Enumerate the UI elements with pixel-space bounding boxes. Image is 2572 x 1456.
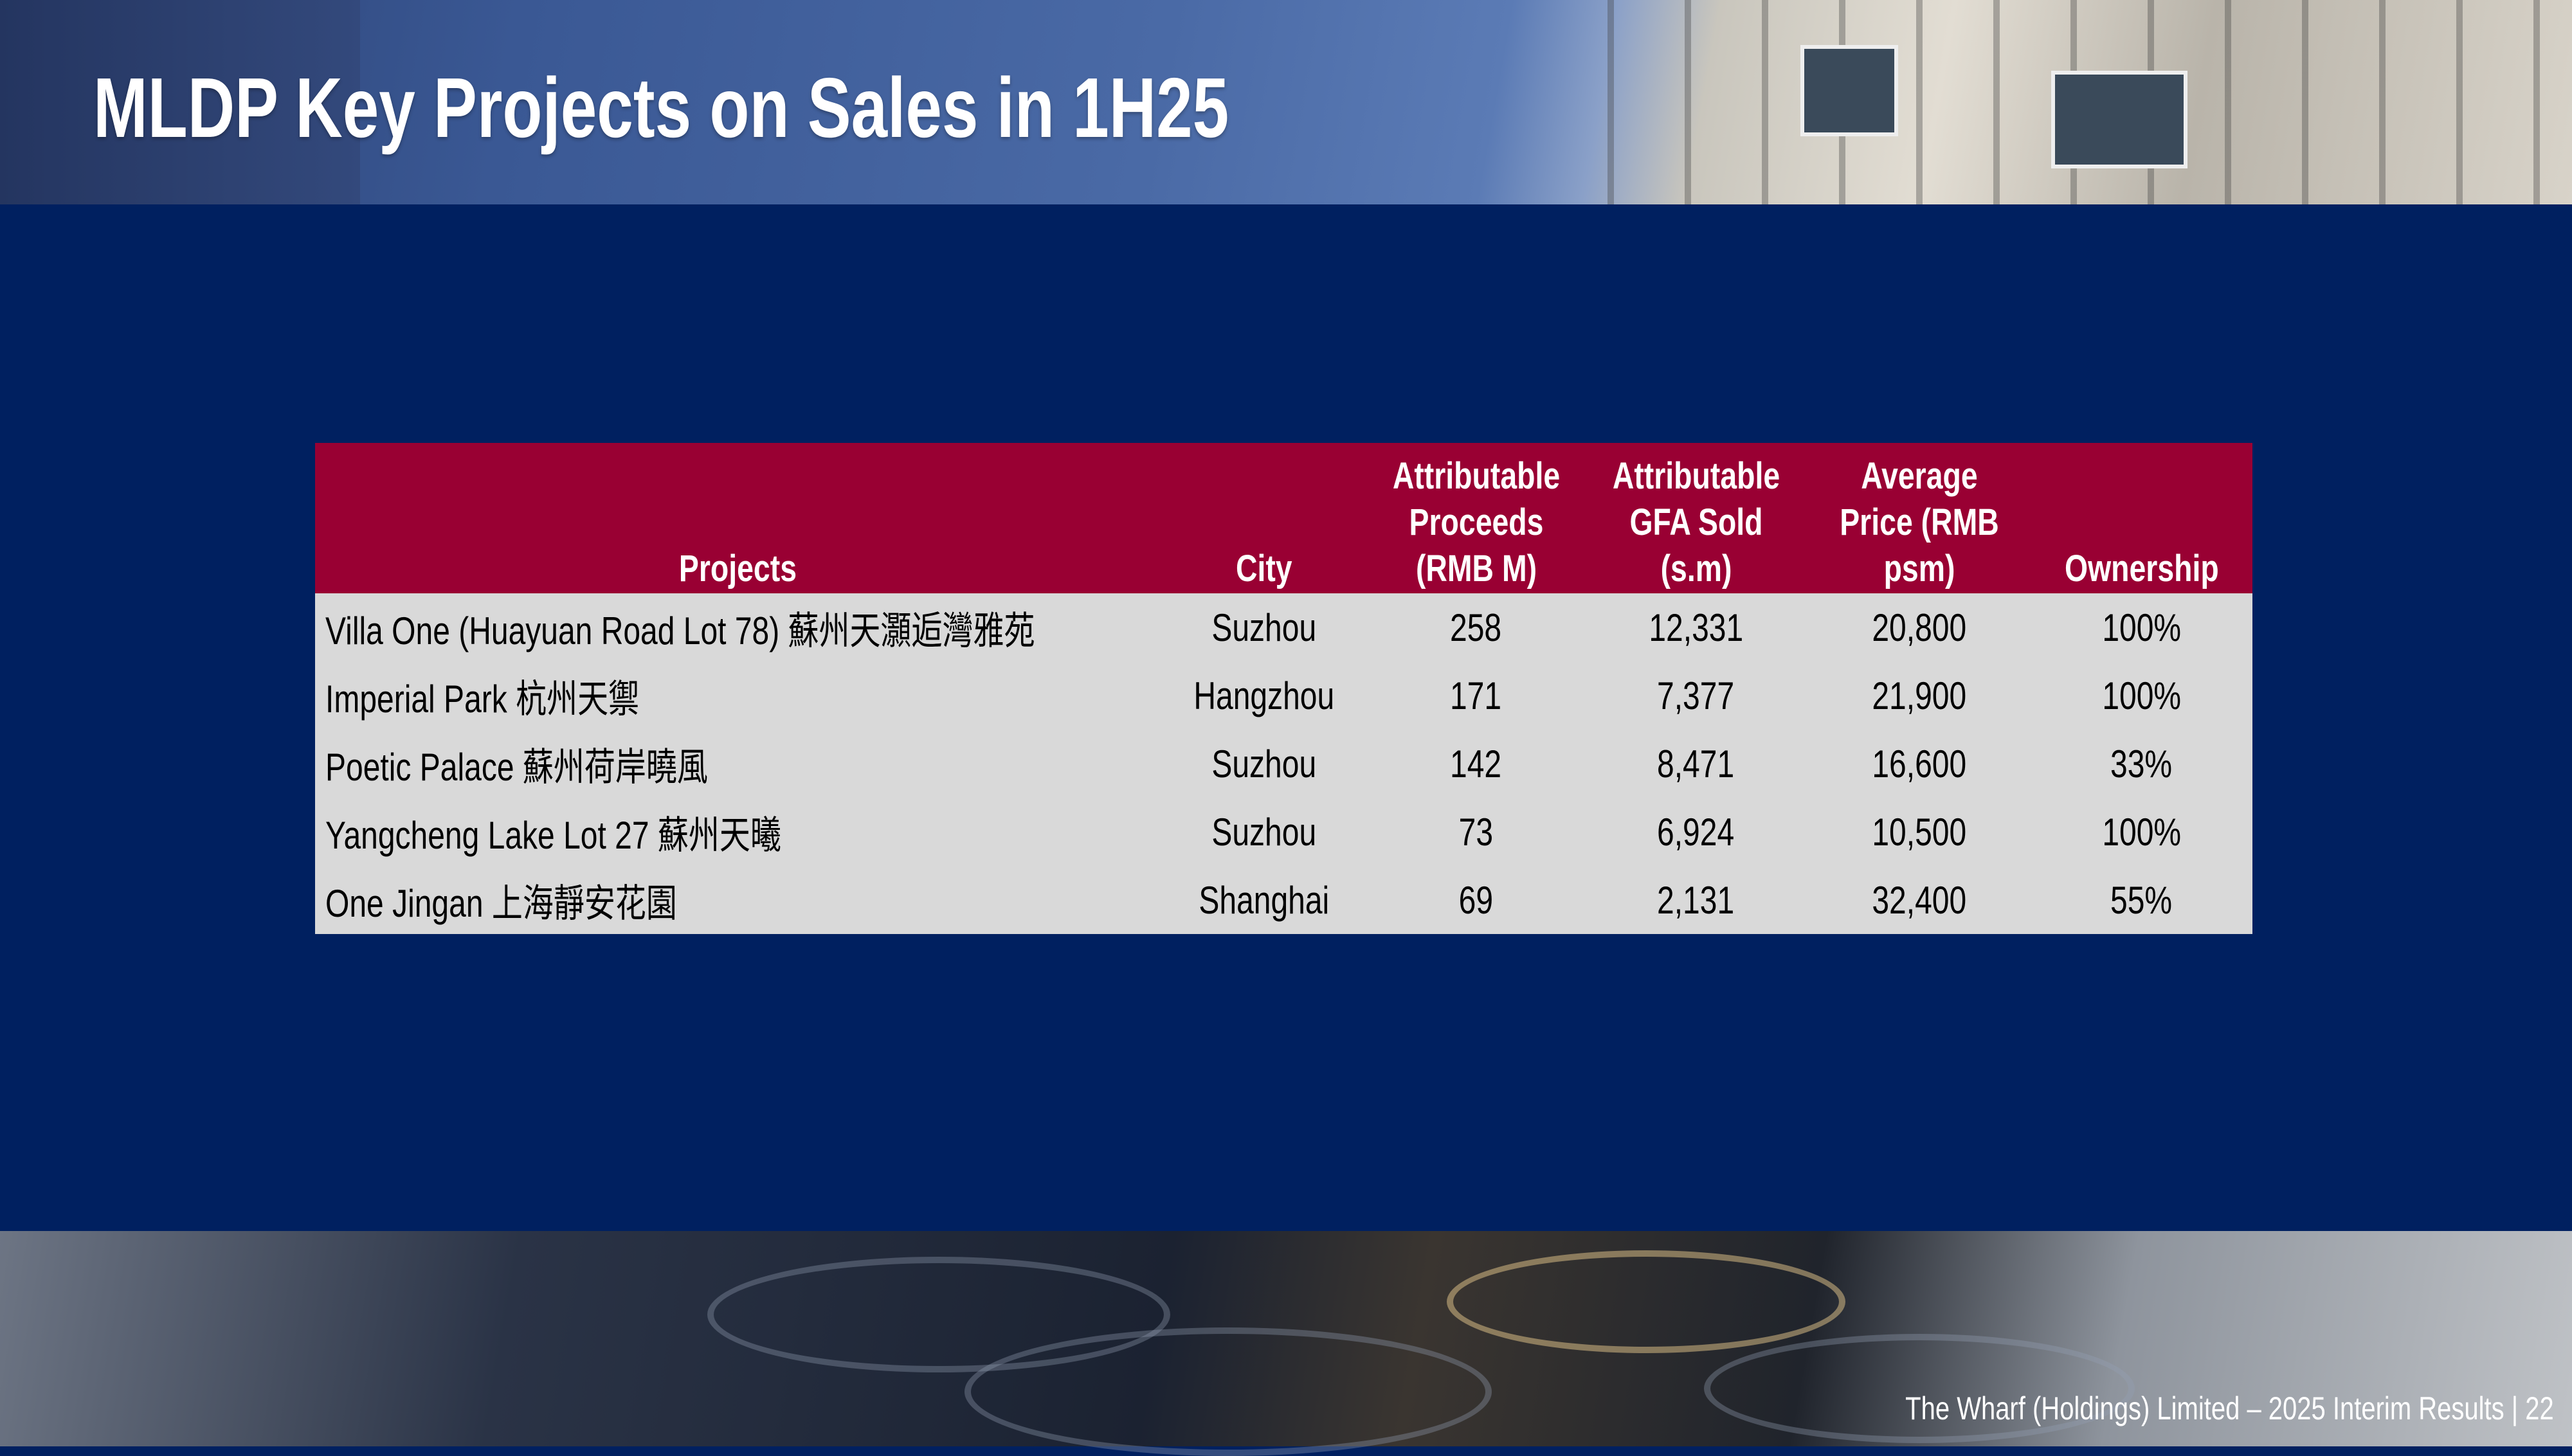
- page-title: MLDP Key Projects on Sales in 1H25: [93, 60, 1229, 155]
- footer-text: The Wharf (Holdings) Limited – 2025 Inte…: [1905, 1390, 2554, 1426]
- cell-proceeds: 258: [1368, 593, 1584, 661]
- footer-photo-wave: [1447, 1250, 1845, 1353]
- cell-ownership: 100%: [2031, 798, 2252, 866]
- footer-photo: [0, 1231, 2572, 1456]
- cell-city: Shanghai: [1160, 866, 1368, 934]
- cell-ownership: 55%: [2031, 866, 2252, 934]
- cell-project: Imperial Park 杭州天禦: [315, 661, 1160, 730]
- cell-ownership: 33%: [2031, 730, 2252, 798]
- cell-proceeds: 171: [1368, 661, 1584, 730]
- header-photo-window: [2051, 71, 2187, 168]
- header-photo: [0, 0, 2572, 204]
- header-gfa: Attributable GFA Sold (s.m): [1584, 443, 1807, 593]
- cell-average-price: 20,800: [1807, 593, 2031, 661]
- table-row: Poetic Palace 蘇州荷岸曉風 Suzhou 142 8,471 16,600…: [315, 730, 2252, 798]
- cell-city: Suzhou: [1160, 798, 1368, 866]
- cell-city: Hangzhou: [1160, 661, 1368, 730]
- cell-average-price: 16,600: [1807, 730, 2031, 798]
- cell-gfa-sold: 8,471: [1584, 730, 1807, 798]
- cell-city: Suzhou: [1160, 730, 1368, 798]
- footer-photo-wave: [964, 1327, 1492, 1456]
- header-price: Average Price (RMB psm): [1807, 443, 2031, 593]
- cell-proceeds: 142: [1368, 730, 1584, 798]
- cell-ownership: 100%: [2031, 661, 2252, 730]
- cell-city: Suzhou: [1160, 593, 1368, 661]
- cell-project: One Jingan 上海靜安花園: [315, 866, 1160, 934]
- header-ownership: Ownership: [2031, 443, 2252, 593]
- header-projects: Projects: [315, 443, 1160, 593]
- table-row: Yangcheng Lake Lot 27 蘇州天曦 Suzhou 73 6,924 1…: [315, 798, 2252, 866]
- cell-average-price: 21,900: [1807, 661, 2031, 730]
- cell-gfa-sold: 6,924: [1584, 798, 1807, 866]
- footer-photo-wave: [707, 1257, 1170, 1372]
- cell-gfa-sold: 12,331: [1584, 593, 1807, 661]
- cell-project: Villa One (Huayuan Road Lot 78) 蘇州天灝逅灣雅苑: [315, 593, 1160, 661]
- cell-average-price: 32,400: [1807, 866, 2031, 934]
- cell-gfa-sold: 2,131: [1584, 866, 1807, 934]
- footer-photo-wave: [1704, 1334, 2135, 1443]
- table-row: One Jingan 上海靜安花園 Shanghai 69 2,131 32,400 55…: [315, 866, 2252, 934]
- cell-ownership: 100%: [2031, 593, 2252, 661]
- header-proceeds: Attributable Proceeds (RMB M): [1368, 443, 1584, 593]
- header-photo-window: [1800, 45, 1898, 136]
- cell-project: Yangcheng Lake Lot 27 蘇州天曦: [315, 798, 1160, 866]
- table-row: Imperial Park 杭州天禦 Hangzhou 171 7,377 21,900…: [315, 661, 2252, 730]
- projects-table: Projects City Attributable Proceeds (RMB…: [315, 443, 2252, 934]
- table-row: Villa One (Huayuan Road Lot 78) 蘇州天灝逅灣雅苑…: [315, 593, 2252, 661]
- cell-proceeds: 69: [1368, 866, 1584, 934]
- cell-gfa-sold: 7,377: [1584, 661, 1807, 730]
- cell-average-price: 10,500: [1807, 798, 2031, 866]
- cell-proceeds: 73: [1368, 798, 1584, 866]
- cell-project: Poetic Palace 蘇州荷岸曉風: [315, 730, 1160, 798]
- table-header-row: Projects City Attributable Proceeds (RMB…: [315, 443, 2252, 593]
- header-city: City: [1160, 443, 1368, 593]
- header-photo-dark-building: [0, 0, 360, 204]
